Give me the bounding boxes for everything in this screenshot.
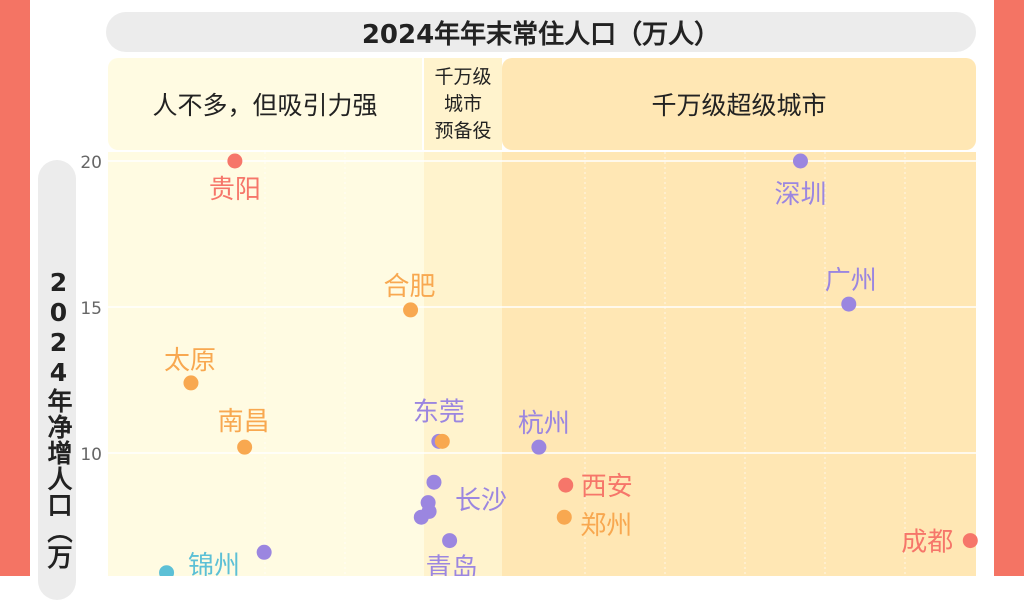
- point-label: 西安: [581, 472, 633, 502]
- zone-header-reserve: 千万级 城市 预备役: [424, 58, 502, 150]
- data-point-成都: [962, 533, 978, 549]
- data-point-西安: [558, 477, 574, 493]
- point-label: 成都: [901, 528, 953, 558]
- point-label: 青岛: [426, 554, 478, 576]
- point-label: 杭州: [518, 409, 570, 439]
- point-label: 锦州: [188, 551, 240, 576]
- data-point-广州: [841, 296, 857, 312]
- x-axis-title: 2024年年末常住人口（万人）: [106, 12, 976, 52]
- data-point: [256, 544, 272, 560]
- data-point: [434, 433, 450, 449]
- data-point-青岛: [442, 533, 458, 549]
- point-label: 合肥: [384, 272, 436, 302]
- data-point-合肥: [403, 302, 419, 318]
- y-axis-label-background: [38, 160, 76, 600]
- zone-band-reserve: [424, 152, 502, 576]
- zone-2-line-1: 千万级: [434, 65, 492, 88]
- zone-band-attractive: [108, 152, 424, 576]
- y-tick-label: 10: [80, 445, 102, 465]
- y-tick-label: 20: [80, 153, 102, 173]
- point-label: 东莞: [413, 397, 465, 427]
- zone-band-megacity: [502, 152, 976, 576]
- zone-header-attractive: 人不多，但吸引力强: [108, 58, 422, 150]
- data-point-长沙: [426, 474, 442, 490]
- data-point-郑州: [556, 509, 572, 525]
- data-point: [413, 509, 429, 525]
- data-point-南昌: [237, 439, 253, 455]
- zone-2-line-3: 预备役: [434, 119, 492, 142]
- right-frame-border: [994, 0, 1024, 576]
- data-point-太原: [183, 375, 199, 391]
- left-frame-border: [0, 0, 30, 576]
- zone-header-megacity: 千万级超级城市: [502, 58, 976, 150]
- data-point-贵阳: [227, 153, 243, 169]
- point-label: 太原: [164, 346, 216, 376]
- point-label: 长沙: [455, 486, 507, 516]
- data-point-深圳: [792, 153, 808, 169]
- point-label: 南昌: [218, 407, 270, 437]
- data-point-锦州: [159, 565, 175, 576]
- point-label: 贵阳: [209, 175, 261, 205]
- data-point-杭州: [531, 439, 547, 455]
- y-tick-label: 15: [80, 299, 102, 319]
- point-label: 郑州: [580, 511, 632, 541]
- zone-2-line-2: 城市: [443, 92, 482, 115]
- y-axis-title: 2024年净增人口（万: [44, 268, 73, 570]
- point-label: 广州: [825, 266, 877, 296]
- point-label: 深圳: [774, 180, 826, 210]
